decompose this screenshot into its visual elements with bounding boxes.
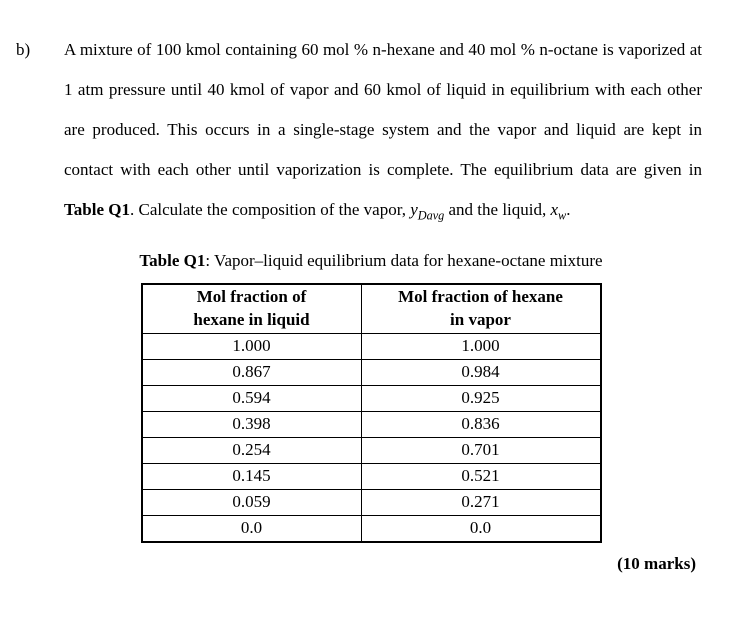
- cell-vapor: 0.271: [361, 489, 601, 515]
- table-row: 0.8670.984: [142, 360, 601, 386]
- table-title-rest: : Vapor–liquid equilibrium data for hexa…: [205, 251, 602, 270]
- table-row: 1.0001.000: [142, 334, 601, 360]
- table-row: 0.3980.836: [142, 412, 601, 438]
- sub-x: w: [558, 208, 566, 222]
- cell-liquid: 0.398: [142, 412, 362, 438]
- cell-liquid: 0.254: [142, 438, 362, 464]
- var-y: y: [410, 200, 418, 219]
- header-vapor-line2: in vapor: [450, 310, 511, 329]
- table-row: 0.5940.925: [142, 386, 601, 412]
- table-title: Table Q1: Vapor–liquid equilibrium data …: [40, 248, 702, 274]
- cell-vapor: 0.984: [361, 360, 601, 386]
- header-liquid: Mol fraction of hexane in liquid: [142, 284, 362, 333]
- table-title-bold: Table Q1: [139, 251, 205, 270]
- cell-liquid: 0.145: [142, 463, 362, 489]
- marks-label: (10 marks): [40, 551, 702, 577]
- cell-vapor: 0.701: [361, 438, 601, 464]
- cell-liquid: 0.867: [142, 360, 362, 386]
- cell-vapor: 0.836: [361, 412, 601, 438]
- cell-vapor: 0.0: [361, 515, 601, 541]
- table-ref: Table Q1: [64, 200, 130, 219]
- table-row: 0.2540.701: [142, 438, 601, 464]
- table-row: 0.00.0: [142, 515, 601, 541]
- cell-liquid: 0.059: [142, 489, 362, 515]
- cell-liquid: 0.0: [142, 515, 362, 541]
- header-liquid-line2: hexane in liquid: [193, 310, 309, 329]
- question-part-2: . Calculate the composition of the vapor…: [130, 200, 410, 219]
- question-label: b): [40, 30, 64, 70]
- table-row: 0.0590.271: [142, 489, 601, 515]
- header-liquid-line1: Mol fraction of: [197, 287, 307, 306]
- header-vapor: Mol fraction of hexane in vapor: [361, 284, 601, 333]
- question-text: b)A mixture of 100 kmol containing 60 mo…: [40, 30, 702, 230]
- cell-liquid: 1.000: [142, 334, 362, 360]
- sub-y: Davg: [418, 208, 445, 222]
- table-body: 1.0001.000 0.8670.984 0.5940.925 0.3980.…: [142, 334, 601, 542]
- cell-vapor: 0.521: [361, 463, 601, 489]
- question-part-3: and the liquid,: [444, 200, 550, 219]
- cell-vapor: 1.000: [361, 334, 601, 360]
- question-part-4: .: [566, 200, 570, 219]
- equilibrium-table: Mol fraction of hexane in liquid Mol fra…: [141, 283, 602, 542]
- header-vapor-line1: Mol fraction of hexane: [398, 287, 563, 306]
- cell-liquid: 0.594: [142, 386, 362, 412]
- var-x: x: [550, 200, 558, 219]
- question-part-1: A mixture of 100 kmol containing 60 mol …: [64, 40, 702, 179]
- cell-vapor: 0.925: [361, 386, 601, 412]
- table-row: 0.1450.521: [142, 463, 601, 489]
